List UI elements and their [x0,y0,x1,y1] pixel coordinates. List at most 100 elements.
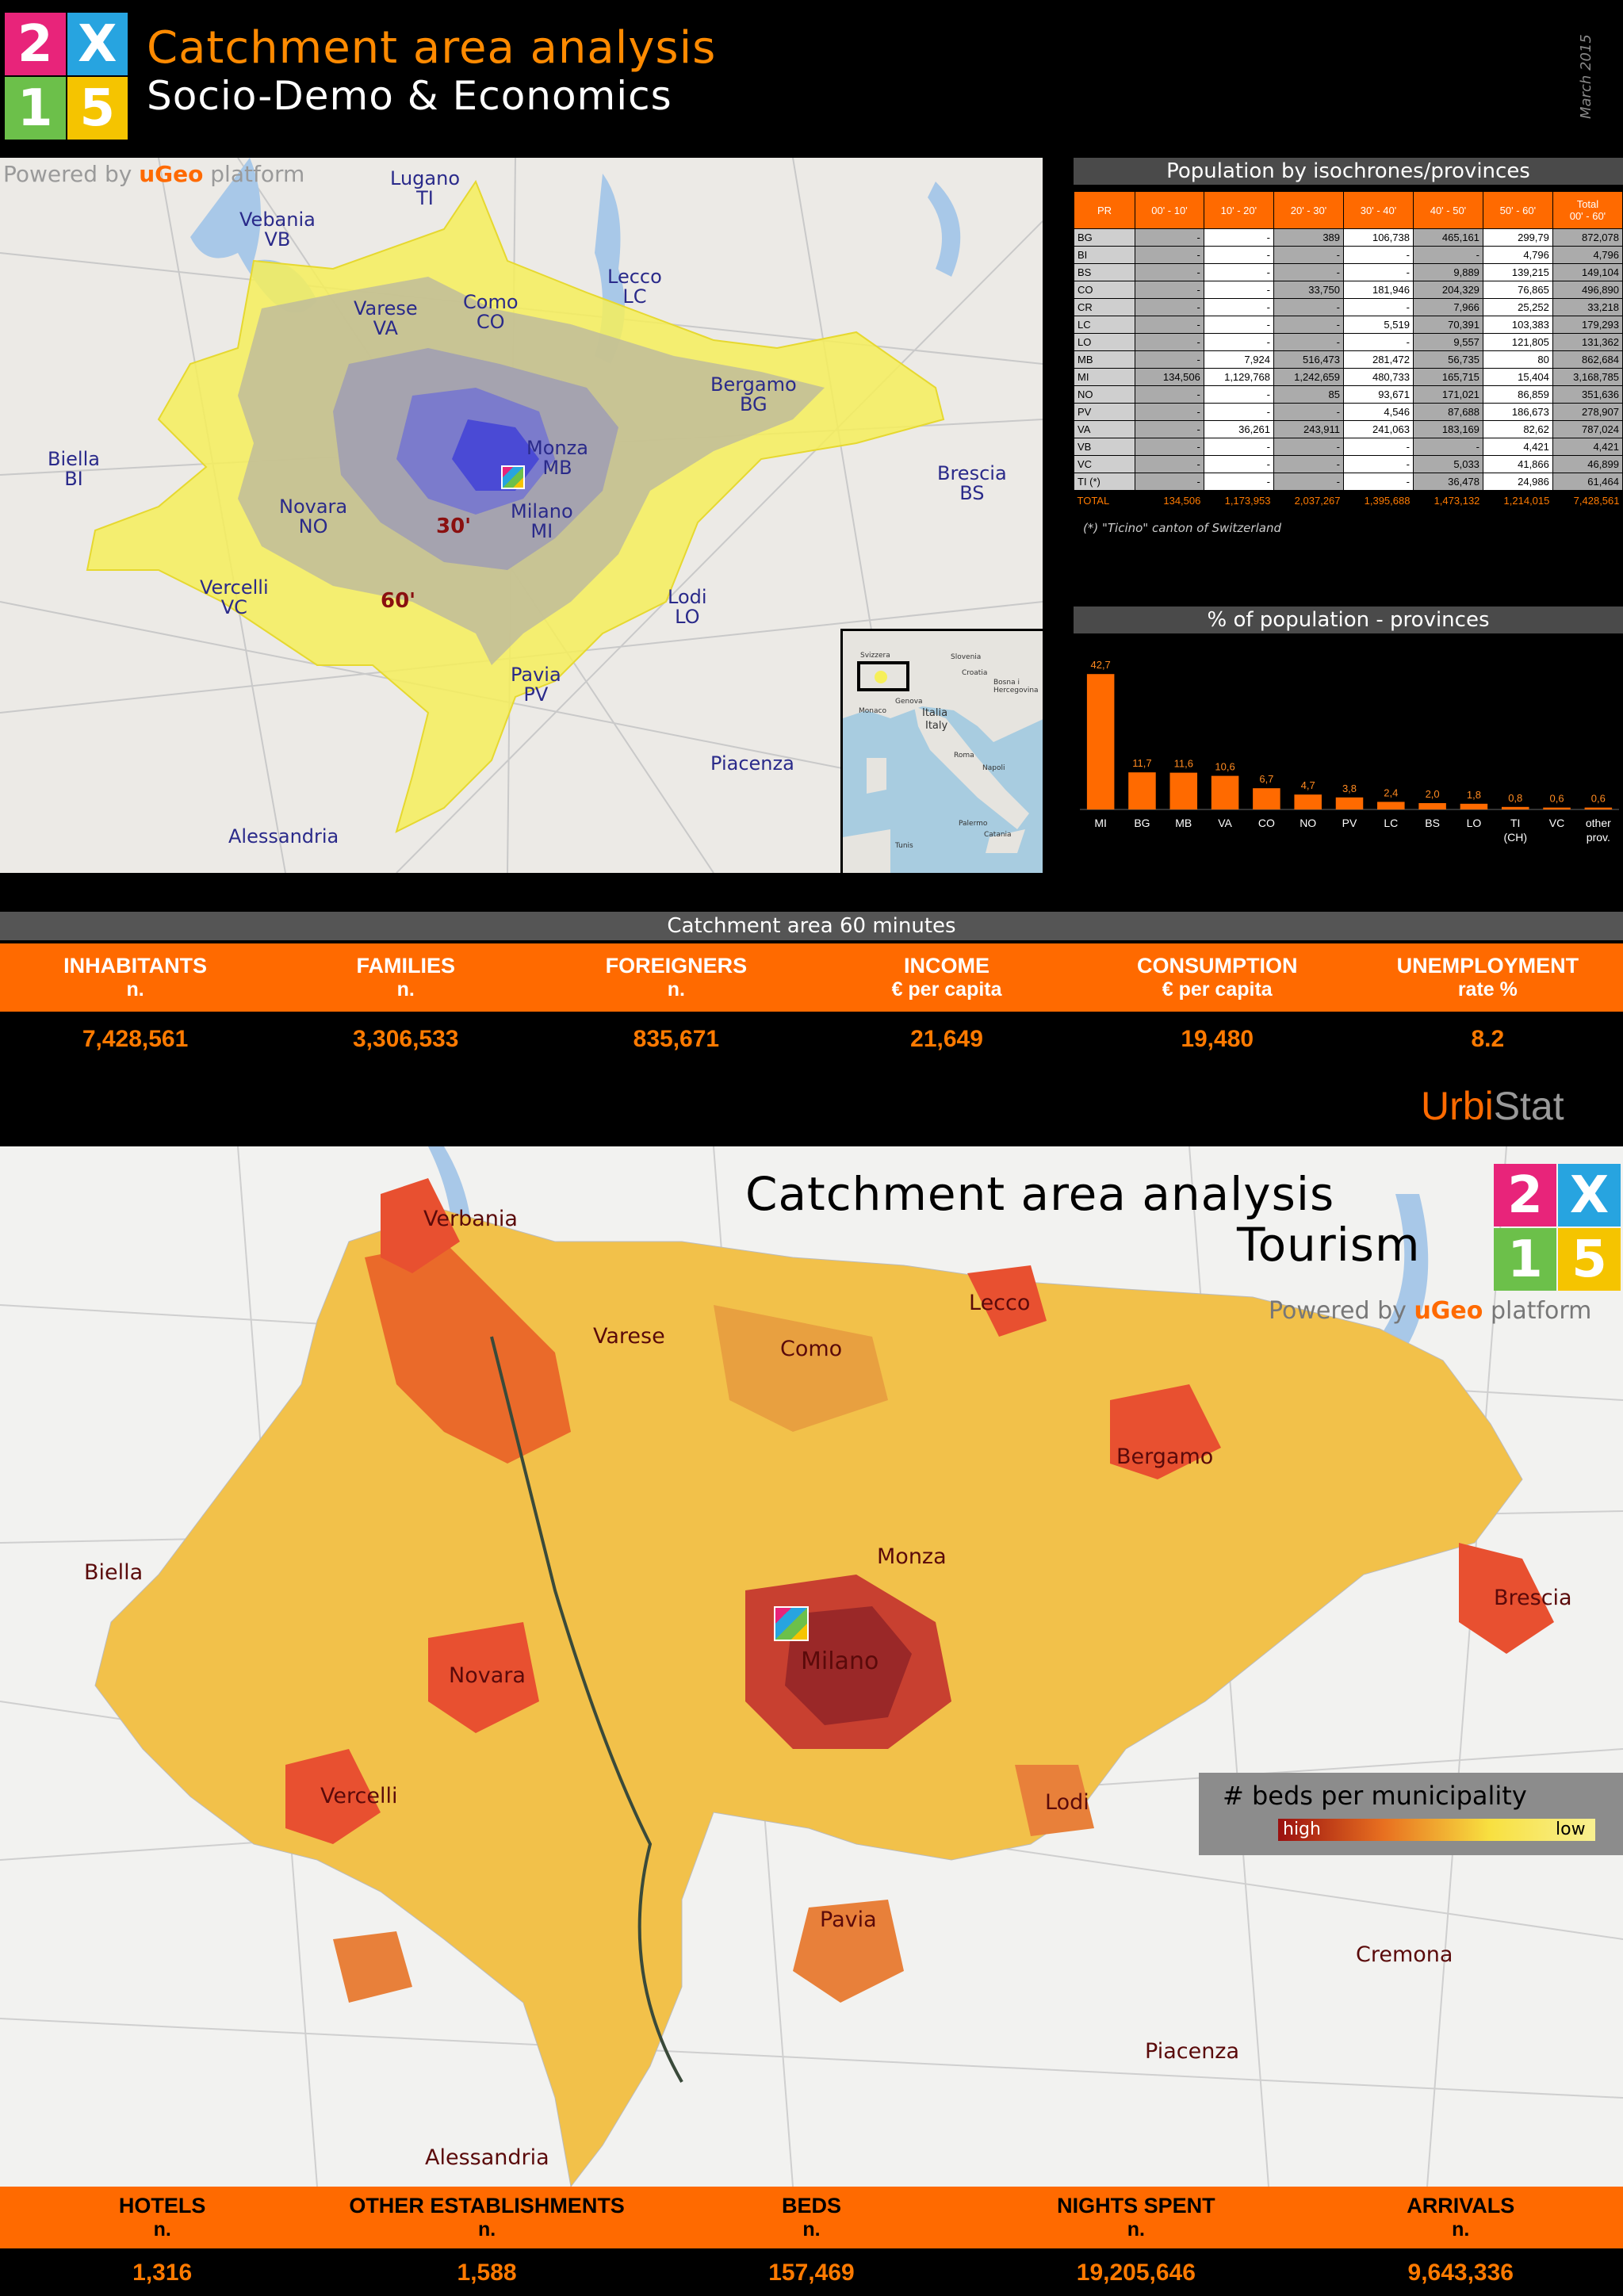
population-bar-chart: 42,7 MI 11,7 BG 11,6 MB 10,6 VA 6,7 CO 4,7 NO 3,8 PV 2… [1080,659,1619,844]
inset-label: Napoli [982,764,1005,772]
map-label-lugano: Lugano TI [390,167,460,210]
iso-table-total-cell: 2,037,267 [1273,490,1344,510]
isochrone-map[interactable]: Powered by uGeo platform Lugano TI Veban… [0,158,1043,873]
iso-table-row: LO - - - -9,557 121,805 131,362 [1073,333,1623,351]
tourism-metrics-labels: HOTELS n. OTHER ESTABLISHMENTS n. BEDS n. N… [0,2187,1623,2248]
iso-table-cell: 7,924 [1203,350,1274,369]
tourism-subtitle: Tourism [1237,1218,1421,1272]
city-label-como: Como [780,1337,843,1361]
iso-table-cell: 9,557 [1412,333,1483,351]
iso-table-cell: 33,750 [1273,281,1345,299]
iso-table-cell: 5,033 [1412,455,1483,473]
city-label-vercelli: Vercelli [320,1784,398,1808]
metric-foreigners: FOREIGNERS n. [542,954,811,1001]
isochrone-60-label: 60' [381,589,416,613]
iso-table-cell: - [1203,246,1274,264]
map-label-piacenza: Piacenza [710,752,794,775]
iso-table-cell: - [1273,455,1345,473]
catchment-metrics-labels: INHABITANTS n. FAMILIES n. FOREIGNERS n. IN… [0,943,1623,1012]
map-legend: # beds per municipality high low [1199,1773,1623,1855]
iso-table-cell: 862,684 [1552,350,1623,369]
ugeo-brand: uGeo [139,161,204,187]
iso-table-cell: 106,738 [1343,228,1414,247]
logo-glyph: 5 [67,77,128,140]
metric-hotels: HOTELS n. [4,2194,321,2241]
urbistat-stat: Stat [1493,1084,1564,1128]
iso-table-cell: - [1203,455,1274,473]
legend-title: # beds per municipality [1223,1781,1527,1811]
iso-table-cell: - [1203,403,1274,421]
ugeo-brand: uGeo [1414,1297,1483,1325]
iso-table-cell: - [1343,298,1414,316]
chart-category-label: prov. [1587,831,1610,844]
tourism-map[interactable]: Catchment area analysis Tourism 2 X 1 5 … [0,1146,1623,2187]
iso-table-row: LC - - -5,519 70,391 103,383 179,293 [1073,316,1623,334]
metric-value: 7,428,561 [82,1026,189,1052]
iso-table-cell: 872,078 [1552,228,1623,247]
chart-value-label: 1,8 [1467,789,1481,801]
chart-value-label: 11,6 [1174,758,1193,770]
chart-category-label: VC [1549,817,1564,829]
iso-table-cell: - [1343,263,1414,281]
logo-glyph: 1 [5,77,66,140]
powered-by-text: Powered by [1269,1297,1407,1325]
page-subtitle: Socio-Demo & Economics [147,73,672,119]
chart-category-label: (CH) [1503,831,1527,844]
city-label-verbania: Verbania [423,1207,518,1231]
iso-table-cell: - [1135,298,1204,316]
platform-text: platform [1490,1297,1592,1325]
metric-value: 835,671 [633,1026,720,1052]
iso-table-cell: 165,715 [1412,368,1483,386]
inset-label: Genova [895,698,923,706]
iso-table-row: VC - - - -5,033 41,866 46,899 [1073,455,1623,473]
iso-table-cell: - [1203,316,1274,334]
chart-bar [1253,788,1280,809]
inset-label: Bosna i Hercegovina [993,679,1039,695]
catchment-metrics-values: 7,428,561 3,306,533 835,671 21,649 19,48… [0,1020,1623,1059]
iso-table-cell: 46,899 [1552,455,1623,473]
iso-table-cell: - [1135,263,1204,281]
metric-unemployment: UNEMPLOYMENT rate % [1353,954,1622,1001]
iso-table-cell: - [1273,298,1345,316]
iso-table-cell: 204,329 [1412,281,1483,299]
page-title: Catchment area analysis [147,22,717,74]
iso-table-cell: VB [1073,438,1136,456]
metric-unit: n. [126,978,144,1001]
iso-table-cell: 87,688 [1412,403,1483,421]
inset-label: Italy [925,720,948,732]
iso-table-panel: Population by isochrones/provinces PR 00'… [1073,158,1623,535]
iso-table-cell: 243,911 [1273,420,1345,438]
inset-label: Monaco [859,707,886,715]
iso-table-cell: 787,024 [1552,420,1623,438]
city-label-cremona: Cremona [1356,1942,1453,1967]
iso-table-cell: CR [1073,298,1136,316]
chart-category-label: BG [1134,817,1150,829]
iso-table-cell: 76,865 [1482,281,1553,299]
inset-label: Croatia [962,669,988,677]
iso-table-cell: - [1135,473,1204,491]
iso-table-cell: MI [1073,368,1136,386]
city-label-biella: Biella [84,1560,144,1585]
map-label-monza: Monza MB [526,437,588,480]
iso-table-header-cell: 10' - 20' [1203,191,1274,229]
chart-value-label: 0,6 [1549,793,1564,805]
iso-table-cell: 139,215 [1482,263,1553,281]
map-label-biella: Biella BI [48,448,100,491]
iso-table-cell: MB [1073,350,1136,369]
metric-label: ARRIVALS [1407,2194,1515,2218]
inset-label: Tunis [895,842,913,850]
iso-table-cell: VC [1073,455,1136,473]
metric-other-establishments: OTHER ESTABLISHMENTS n. [328,2194,645,2241]
iso-table-cell: 299,79 [1482,228,1553,247]
chart-value-label: 2,0 [1426,788,1440,800]
chart-value-label: 2,4 [1384,786,1398,798]
inset-overview-map[interactable]: Svizzera Slovenia Croatia Bosna i Herceg… [840,629,1043,873]
city-label-pavia: Pavia [820,1908,877,1932]
chart-category-label: BS [1425,817,1440,829]
iso-table-cell: - [1135,403,1204,421]
iso-table-header-cell: Total 00' - 60' [1552,191,1623,229]
chart-bar [1335,797,1364,809]
iso-table-cell: 121,805 [1482,333,1553,351]
metric-nights-spent: NIGHTS SPENT n. [978,2194,1295,2241]
iso-table-row: CO - -33,750 181,946 204,329 76,865 496,890 [1073,281,1623,299]
